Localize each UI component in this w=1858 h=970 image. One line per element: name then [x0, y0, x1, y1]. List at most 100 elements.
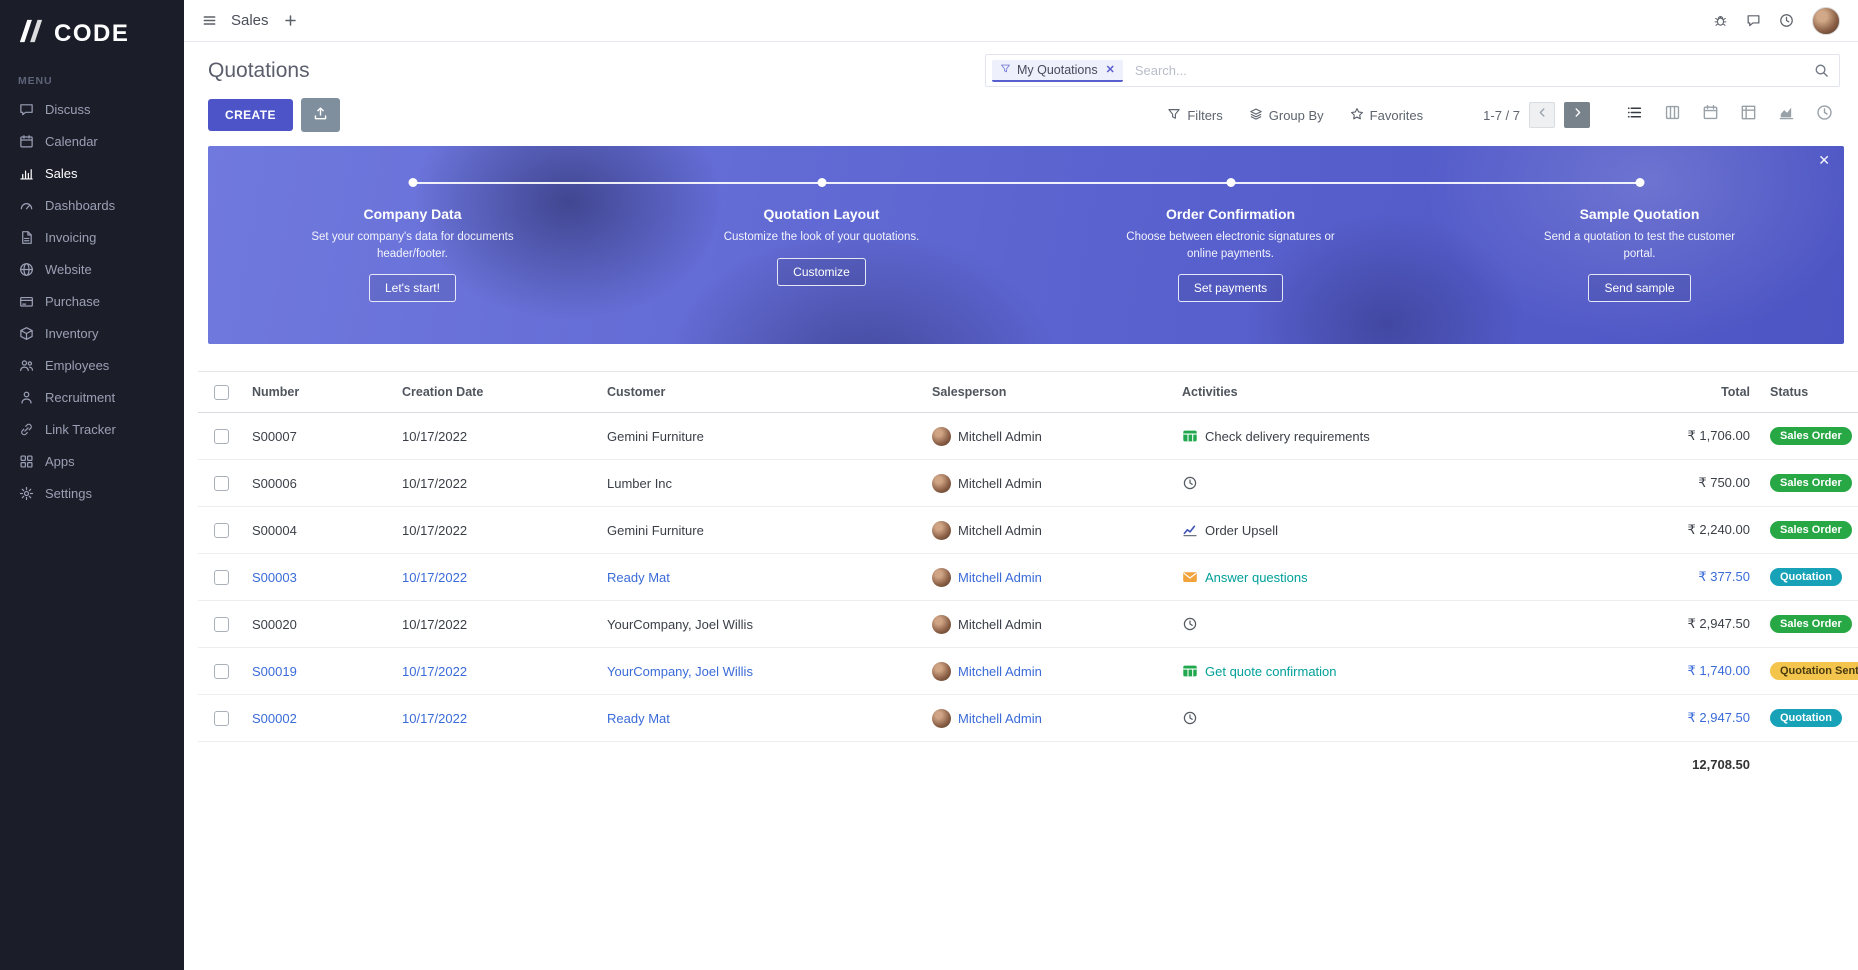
star-icon — [1350, 107, 1364, 124]
row-checkbox[interactable] — [198, 522, 244, 538]
sidebar-item-dashboards[interactable]: Dashboards — [0, 189, 184, 221]
row-checkbox[interactable] — [198, 616, 244, 632]
graph-view-button[interactable] — [1770, 101, 1802, 129]
cell-activities[interactable]: Order Upsell — [1174, 522, 1612, 538]
pivot-view-button[interactable] — [1732, 101, 1764, 129]
sidebar-item-employees[interactable]: Employees — [0, 349, 184, 381]
cell-customer: Gemini Furniture — [607, 522, 704, 538]
discuss-icon — [18, 102, 34, 117]
column-header-activities[interactable]: Activities — [1182, 385, 1238, 399]
pager-next-button[interactable] — [1564, 102, 1590, 128]
sidebar-item-sales[interactable]: Sales — [0, 157, 184, 189]
sidebar-item-website[interactable]: Website — [0, 253, 184, 285]
sidebar-item-calendar[interactable]: Calendar — [0, 125, 184, 157]
export-icon — [313, 106, 328, 124]
cell-activities[interactable] — [1174, 710, 1612, 726]
cell-activities[interactable] — [1174, 475, 1612, 491]
salesperson-avatar — [932, 473, 951, 493]
cell-salesperson: Mitchell Admin — [924, 614, 1174, 634]
search-icon[interactable] — [1814, 63, 1829, 78]
column-header-creation-date[interactable]: Creation Date — [402, 385, 484, 399]
step-button-set-payments[interactable]: Set payments — [1177, 274, 1284, 303]
row-checkbox[interactable] — [198, 663, 244, 679]
sidebar-item-discuss[interactable]: Discuss — [0, 93, 184, 125]
sidebar-item-settings[interactable]: Settings — [0, 477, 184, 509]
step-description: Customize the look of your quotations. — [723, 231, 920, 243]
sidebar-item-inventory[interactable]: Inventory — [0, 317, 184, 349]
messages-icon[interactable] — [1746, 13, 1761, 28]
cell-activities[interactable]: Get quote confirmation — [1174, 663, 1612, 679]
column-header-total[interactable]: Total — [1721, 385, 1750, 399]
activities-clock-icon[interactable] — [1779, 13, 1794, 28]
remove-filter-icon[interactable]: ✕ — [1105, 64, 1115, 76]
pager-previous-button[interactable] — [1529, 102, 1555, 128]
cell-status: Sales Order — [1762, 474, 1858, 492]
user-avatar[interactable] — [1812, 6, 1840, 35]
activity-view-button[interactable] — [1808, 101, 1840, 129]
table-row-S00007[interactable]: S00007 10/17/2022 Gemini Furniture Mitchell… — [198, 413, 1858, 460]
table-row-S00006[interactable]: S00006 10/17/2022 Lumber Inc Mitchell Admin… — [198, 460, 1858, 507]
favorites-button[interactable]: Favorites — [1350, 107, 1423, 124]
table-row-S00003[interactable]: S00003 10/17/2022 Ready Mat Mitchell Admin A… — [198, 554, 1858, 601]
pager-range: 1-7 / 7 — [1483, 107, 1520, 123]
row-checkbox[interactable] — [198, 710, 244, 726]
hamburger-menu-icon[interactable] — [202, 13, 217, 28]
sidebar-item-label: Apps — [45, 453, 75, 469]
step-button-send-sample[interactable]: Send sample — [1588, 274, 1691, 303]
cell-activities[interactable]: Check delivery requirements — [1174, 428, 1612, 444]
create-button[interactable]: CREATE — [208, 99, 293, 131]
cell-activities[interactable] — [1174, 616, 1612, 632]
step-title: Company Data — [363, 206, 462, 222]
table-row-S00019[interactable]: S00019 10/17/2022 YourCompany, Joel Willis… — [198, 648, 1858, 695]
group-by-button[interactable]: Group By — [1249, 107, 1324, 124]
row-checkbox[interactable] — [198, 475, 244, 491]
step-dot — [817, 178, 826, 187]
sidebar-item-recruitment[interactable]: Recruitment — [0, 381, 184, 413]
sidebar-item-apps[interactable]: Apps — [0, 445, 184, 477]
table-row-S00020[interactable]: S00020 10/17/2022 YourCompany, Joel Willis… — [198, 601, 1858, 648]
step-title: Sample Quotation — [1579, 206, 1700, 222]
sidebar-item-purchase[interactable]: Purchase — [0, 285, 184, 317]
invoicing-icon — [18, 230, 34, 245]
column-header-status[interactable]: Status — [1770, 385, 1809, 399]
search-box[interactable]: My Quotations ✕ — [985, 54, 1840, 87]
cell-creation-date: 10/17/2022 — [402, 616, 468, 632]
status-badge: Sales Order — [1770, 474, 1852, 492]
row-checkbox[interactable] — [198, 428, 244, 444]
row-checkbox[interactable] — [198, 569, 244, 585]
list-view-button[interactable] — [1618, 101, 1650, 129]
sidebar-item-label: Inventory — [45, 325, 99, 341]
activity-label: Answer questions — [1205, 569, 1308, 585]
brand-logo[interactable]: CODE — [0, 0, 184, 61]
step-button-let-s-start[interactable]: Let's start! — [369, 274, 456, 303]
status-badge: Quotation — [1770, 709, 1842, 727]
sidebar-item-link-tracker[interactable]: Link Tracker — [0, 413, 184, 445]
search-input[interactable] — [1132, 62, 1804, 79]
step-button-customize[interactable]: Customize — [777, 257, 866, 286]
cell-customer: Ready Mat — [607, 710, 670, 726]
select-all-checkbox[interactable] — [198, 384, 244, 400]
link-icon — [18, 422, 34, 437]
table-row-S00002[interactable]: S00002 10/17/2022 Ready Mat Mitchell Admin ₹… — [198, 695, 1858, 742]
cell-total: ₹ 2,947.50 — [1687, 616, 1751, 631]
cell-status: Sales Order — [1762, 615, 1858, 633]
cell-status: Quotation Sent — [1762, 662, 1858, 680]
kanban-view-button[interactable] — [1656, 101, 1688, 129]
calendar-view-button[interactable] — [1694, 101, 1726, 129]
table-row-S00004[interactable]: S00004 10/17/2022 Gemini Furniture Mitchell… — [198, 507, 1858, 554]
add-tab-icon[interactable] — [283, 13, 298, 28]
debug-bug-icon[interactable] — [1713, 13, 1728, 28]
column-header-salesperson[interactable]: Salesperson — [932, 385, 1007, 399]
cell-activities[interactable]: Answer questions — [1174, 569, 1612, 585]
clock-activity-icon — [1182, 475, 1198, 491]
column-header-number[interactable]: Number — [252, 385, 300, 399]
filters-button[interactable]: Filters — [1167, 107, 1223, 124]
banner-close-icon[interactable]: ✕ — [1818, 152, 1830, 168]
step-title: Quotation Layout — [763, 206, 880, 222]
column-header-customer[interactable]: Customer — [607, 385, 666, 399]
website-icon — [18, 262, 34, 277]
cell-total: ₹ 1,740.00 — [1687, 663, 1751, 678]
settings-icon — [18, 486, 34, 501]
sidebar-item-invoicing[interactable]: Invoicing — [0, 221, 184, 253]
export-button[interactable] — [300, 98, 340, 132]
